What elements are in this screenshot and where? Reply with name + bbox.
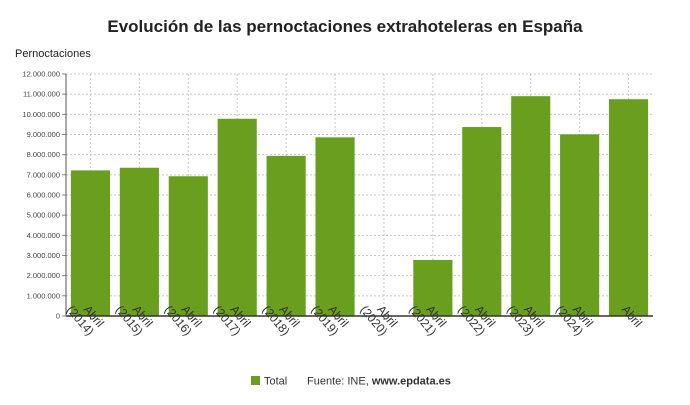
y-tick-label: 9.000.000 [27,130,60,139]
y-tick-label: 1.000.000 [27,291,60,300]
bar [266,155,306,316]
legend-swatch-total [251,376,260,385]
y-tick-label: 8.000.000 [27,150,60,159]
chart-title: Evolución de las pernoctaciones extrahot… [107,17,583,36]
x-tick-label: Abril(2020) [357,294,400,338]
legend-label-total: Total [264,376,287,388]
bar [315,137,355,316]
bar [119,167,159,316]
y-tick-label: 3.000.000 [27,251,60,260]
bars [70,96,649,317]
y-tick-label: 10.000.000 [22,110,60,119]
bar [168,176,208,316]
y-tick-label: 12.000.000 [22,70,60,79]
y-tick-label: 7.000.000 [27,170,60,179]
y-tick-label: 5.000.000 [27,211,60,220]
bar [70,170,111,316]
source-link[interactable]: www.epdata.es [371,376,451,388]
bar [511,96,551,316]
y-tick-label: 11.000.000 [23,90,60,99]
y-tick-label: 6.000.000 [27,191,60,200]
source-note: Fuente: INE, www.epdata.es [307,376,451,388]
bar [413,259,453,316]
y-axis-ticks: 0 1.000.000 2.000.000 3.000.000 4.000.000 5.0… [22,70,66,321]
y-tick-label: 4.000.000 [27,231,60,240]
bar [608,99,649,316]
axes [65,74,653,317]
y-axis-label: Pernoctaciones [15,48,91,60]
y-tick-label: 0 [56,312,60,321]
bar [462,127,502,316]
y-tick-label: 2.000.000 [27,271,60,280]
bar [560,134,600,316]
legend: Total [251,376,287,388]
bar [217,118,257,317]
source-prefix: Fuente: INE, [307,376,372,388]
